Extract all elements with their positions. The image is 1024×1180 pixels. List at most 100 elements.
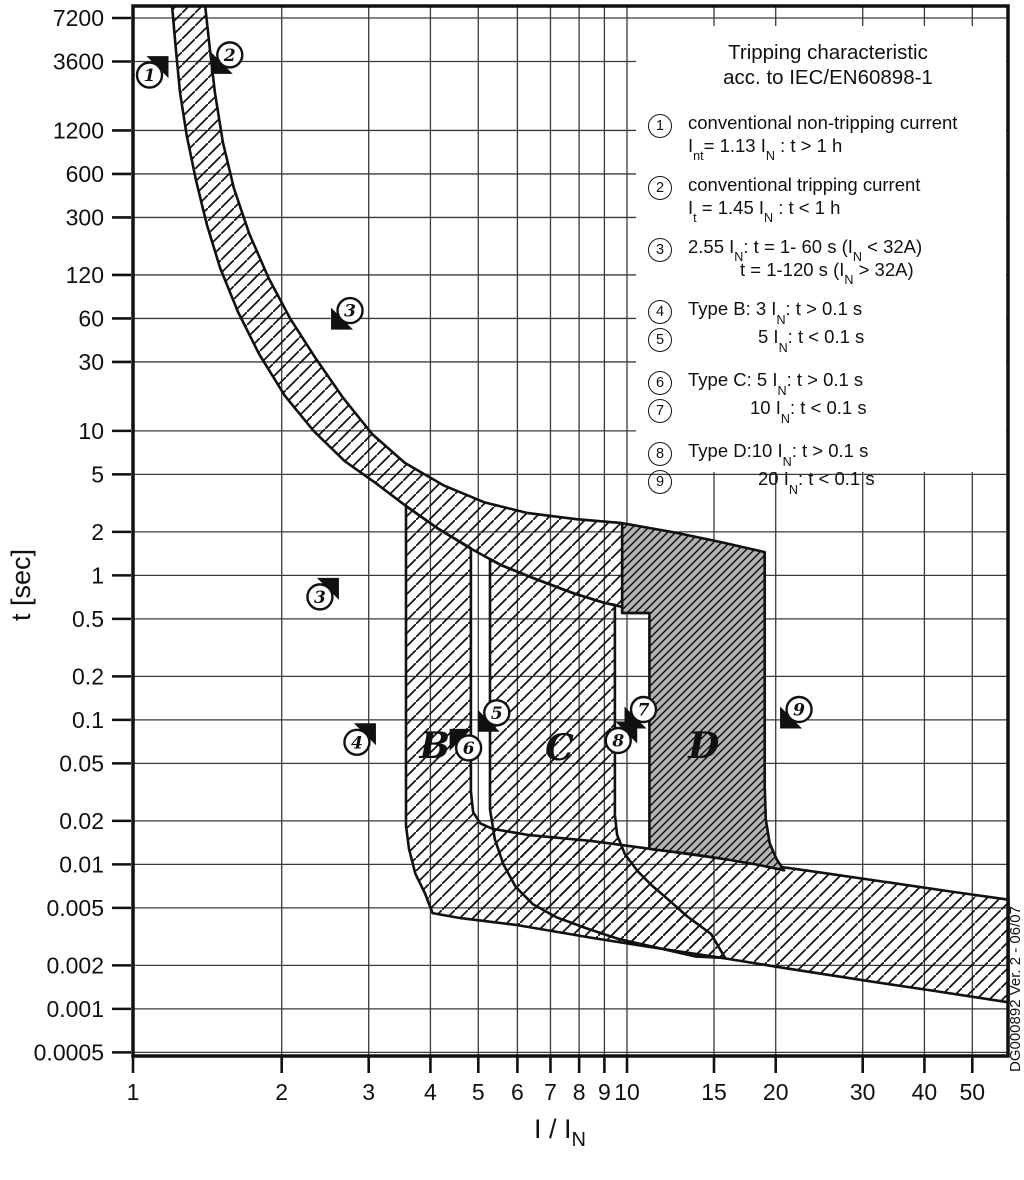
- x-axis-label-sub: N: [572, 1129, 586, 1151]
- y-tick-label: 10: [78, 418, 104, 444]
- y-tick-label: 60: [78, 305, 104, 331]
- x-tick-label: 1: [127, 1079, 140, 1105]
- y-tick-label: 0.2: [72, 663, 104, 689]
- legend-mask: [636, 26, 1006, 472]
- marker-circle-icon: [629, 695, 658, 724]
- x-tick-label: 50: [959, 1079, 985, 1105]
- legend-item-line: 2.55 IN: t = 1- 60 s (IN < 32A): [688, 236, 923, 265]
- legend-item-line: Type D:10 IN: t > 0.1 s: [688, 440, 869, 469]
- legend-item-text: 2.55 IN: t = 1- 60 s (IN < 32A) t = 1-120…: [688, 236, 1008, 288]
- legend-item-number: 3: [648, 236, 688, 263]
- x-tick-label: 6: [511, 1079, 524, 1105]
- y-tick-label: 0.0005: [34, 1039, 104, 1065]
- y-tick-label: 1: [91, 562, 104, 588]
- marker-circle-icon: [343, 728, 371, 756]
- y-tick-label: 0.5: [72, 606, 104, 632]
- legend-item-text: Type C: 5 IN: t > 0.1 s: [688, 369, 1008, 398]
- circled-number-icon: 4: [648, 300, 672, 325]
- region-label-b: B: [418, 725, 449, 767]
- marker-number: 3: [314, 588, 326, 608]
- circled-number-icon: 1: [648, 114, 672, 138]
- curve-marker-4: 4: [343, 723, 376, 756]
- curve-marker-5: 5: [477, 699, 511, 732]
- document-id-caption: DG000892 Ver. 2 - 06/07: [1007, 906, 1024, 1072]
- legend-title-line2: acc. to IEC/EN60898-1: [723, 66, 933, 89]
- legend-item-line: conventional non-tripping current: [688, 112, 958, 133]
- legend-item-line: Type C: 5 IN: t > 0.1 s: [688, 369, 864, 398]
- x-tick-label: 40: [912, 1079, 938, 1105]
- legend-item-line: It = 1.45 IN : t < 1 h: [688, 196, 841, 225]
- legend-item-1: 1 conventional non-tripping current Int= 1…: [648, 112, 1008, 163]
- x-tick-label: 30: [850, 1079, 876, 1105]
- y-tick-label: 300: [66, 204, 104, 230]
- legend-title: Tripping characteristic acc. to IEC/EN60…: [648, 40, 1008, 90]
- legend-item-text: 20 IN: t < 0.1 s: [688, 468, 1008, 497]
- curve-marker-2: 2: [210, 41, 244, 74]
- legend-item-number: 6: [648, 369, 688, 396]
- y-tick-label: 0.1: [72, 707, 104, 733]
- marker-number: 1: [144, 66, 156, 86]
- legend-item-line: conventional tripping current: [688, 174, 921, 196]
- curve-marker-6: 6: [449, 728, 483, 762]
- legend-item-line: t = 1-120 s (IN > 32A): [740, 258, 914, 288]
- y-tick-label: 0.01: [59, 851, 104, 877]
- marker-circle-icon: [604, 726, 632, 755]
- y-tick-label: 0.05: [59, 750, 104, 776]
- x-tick-label: 20: [763, 1079, 789, 1105]
- legend-item-6: 6 Type C: 5 IN: t > 0.1 s: [648, 369, 1008, 398]
- circled-number-icon: 7: [648, 399, 672, 424]
- circled-number-icon: 8: [648, 442, 672, 467]
- x-axis-label: I / IN: [534, 1114, 586, 1151]
- x-tick-label: 8: [573, 1079, 586, 1105]
- marker-number: 4: [351, 733, 363, 753]
- y-tick-label: 3600: [53, 48, 104, 74]
- marker-circle-icon: [216, 41, 244, 69]
- x-tick-label: 5: [472, 1079, 485, 1105]
- legend-item-2: 2 conventional tripping current It = 1.45 …: [648, 174, 1008, 225]
- circled-number-icon: 5: [648, 328, 672, 353]
- marker-number: 2: [223, 46, 236, 66]
- marker-circle-icon: [336, 296, 364, 325]
- legend-item-number: 9: [648, 468, 688, 495]
- y-tick-label: 1200: [53, 117, 104, 143]
- legend-item-line: 5 IN: t < 0.1 s: [758, 326, 865, 355]
- legend-item-line: 20 IN: t < 0.1 s: [758, 468, 875, 497]
- legend-item-3: 3 2.55 IN: t = 1- 60 s (IN < 32A) t = 1-12…: [648, 236, 1008, 288]
- legend-item-number: 8: [648, 440, 688, 467]
- legend-item-line: Type B: 3 IN: t > 0.1 s: [688, 298, 863, 327]
- axis-tick-labels: 7200360012006003001206030105210.50.20.10…: [34, 5, 985, 1105]
- legend-item-text: conventional tripping current It = 1.45 I…: [688, 174, 1008, 225]
- legend-item-number: 4: [648, 298, 688, 325]
- legend-item-8: 8 Type D:10 IN: t > 0.1 s: [648, 440, 1008, 469]
- marker-circle-icon: [454, 734, 483, 762]
- y-tick-label: 2: [91, 519, 104, 545]
- legend-item-text: Type D:10 IN: t > 0.1 s: [688, 440, 1008, 469]
- legend-item-line: Int= 1.13 IN : t > 1 h: [688, 134, 843, 163]
- legend-item-number: 2: [648, 174, 688, 201]
- y-axis-label: t [sec]: [6, 549, 36, 621]
- x-tick-label: 3: [362, 1079, 375, 1105]
- y-tick-label: 7200: [53, 5, 104, 31]
- region-label-d: D: [687, 725, 719, 767]
- y-tick-label: 30: [78, 349, 104, 375]
- legend-item-line: 10 IN: t < 0.1 s: [750, 397, 867, 426]
- circled-number-icon: 3: [648, 238, 672, 263]
- x-tick-label: 15: [701, 1079, 727, 1105]
- legend-items: 1 conventional non-tripping current Int= 1…: [648, 112, 1008, 497]
- marker-number: 3: [344, 302, 356, 322]
- legend-title-line1: Tripping characteristic: [728, 41, 928, 64]
- curve-marker-1: 1: [135, 56, 169, 89]
- curve-marker-3: 3: [306, 577, 339, 611]
- x-tick-label: 7: [544, 1079, 557, 1105]
- legend-item-text: 10 IN: t < 0.1 s: [688, 397, 1008, 426]
- y-tick-label: 0.002: [46, 952, 104, 978]
- axis-ticks: [112, 16, 974, 1073]
- y-tick-label: 0.005: [46, 895, 104, 921]
- marker-circle-icon: [306, 583, 334, 611]
- legend-item-4: 4 Type B: 3 IN: t > 0.1 s: [648, 298, 1008, 327]
- y-tick-label: 0.001: [46, 996, 104, 1022]
- circled-number-icon: 9: [648, 470, 672, 495]
- circled-number-icon: 6: [648, 371, 672, 396]
